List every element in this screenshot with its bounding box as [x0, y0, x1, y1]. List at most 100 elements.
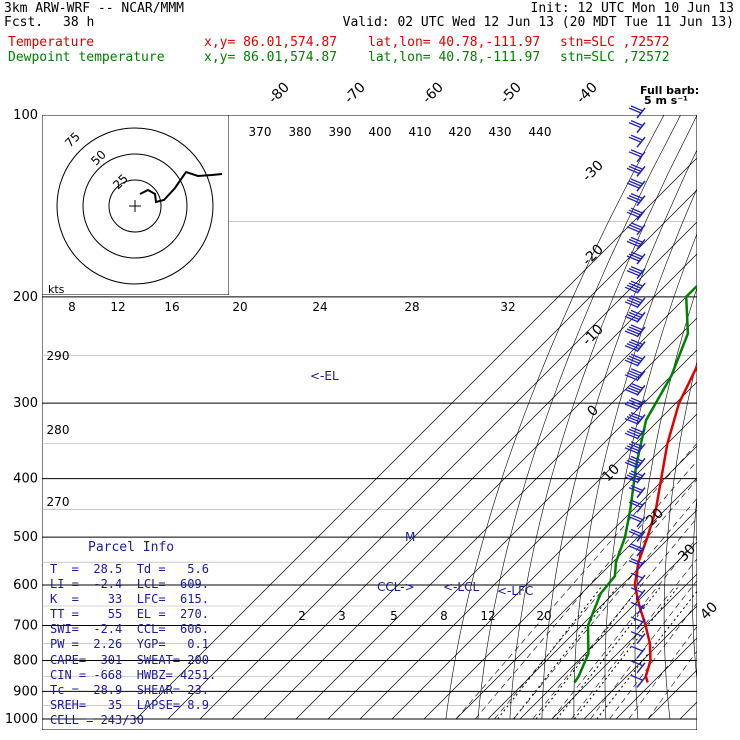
wind-barb-feather	[626, 343, 640, 350]
mixing-ratio-label: 3	[338, 609, 346, 623]
barb-legend-units: 5 m s⁻¹	[644, 94, 688, 107]
isotherm-line	[327, 349, 697, 720]
forecast-label: Fcst.	[4, 15, 44, 30]
wind-barb-feather	[628, 151, 642, 158]
parcel-info-row: LI = -2.4 LCL= 609.	[50, 577, 209, 592]
isotherm-label: 0	[584, 402, 602, 420]
moist-adiabat	[494, 478, 697, 720]
wind-barb-feather	[630, 557, 644, 565]
wind-barb-feather	[626, 240, 640, 247]
wind-barb-feather	[628, 209, 642, 216]
wind-barb-feather	[630, 572, 644, 579]
dry-adiabat	[604, 232, 697, 720]
wind-barb-feather	[628, 282, 642, 289]
theta-label: 440	[529, 125, 552, 139]
wind-barb-feather	[626, 357, 640, 364]
wind-barb-feather	[624, 403, 638, 410]
hodo-ring	[108, 179, 162, 233]
melting-level-label: M	[405, 530, 415, 544]
wind-barb-feather	[626, 430, 640, 437]
wind-barb-feather	[628, 180, 642, 187]
hodo-units: kts	[48, 283, 65, 296]
hodo-ring	[82, 153, 188, 259]
wind-barb-feather	[628, 428, 642, 435]
pressure-tick-label: 1000	[5, 712, 38, 727]
wind-barb-feather	[628, 399, 642, 406]
dry-adiabat	[509, 115, 697, 720]
wind-barb-feather	[628, 238, 642, 245]
wind-barb-feather	[628, 136, 642, 143]
isotherm-label: -20	[579, 241, 606, 268]
pressure-tick-label: 400	[13, 472, 38, 487]
wind-barb-feather	[628, 457, 642, 464]
wind-barb	[636, 676, 646, 688]
wind-barb	[636, 574, 646, 586]
wind-barb-feather	[630, 601, 644, 609]
isotherm-line	[519, 541, 697, 720]
moist-adiabat	[513, 497, 697, 720]
pressure-tick-label: 800	[13, 653, 38, 668]
dry-adiabat	[720, 115, 740, 719]
dry-adiabat	[692, 492, 697, 684]
hodo-speed-label: 20	[232, 300, 247, 314]
wind-barb-feather	[630, 105, 644, 112]
wind-barb-feather	[626, 386, 640, 393]
isotherm-label: -70	[341, 79, 368, 106]
mixing-ratio-label: 2	[298, 609, 306, 623]
wind-barb-feather	[626, 182, 640, 189]
wind-barb-feather	[630, 441, 644, 448]
wind-barb-feather	[628, 559, 642, 567]
mixing-ratio-label: 5	[390, 609, 398, 623]
isotherm-line	[487, 509, 697, 720]
hodo-speed-label: 8	[68, 300, 76, 314]
theta-label: 410	[409, 125, 432, 139]
forecast-hour: 38 h	[63, 15, 95, 30]
isotherm-label: -60	[419, 79, 446, 106]
mixing-ratio-line	[497, 584, 604, 720]
isotherm-line	[455, 477, 697, 720]
parcel-info-row: K = 33 LFC= 615.	[50, 592, 209, 607]
wind-barb-feather	[626, 197, 640, 204]
hodo-speed-label: 12	[110, 300, 125, 314]
wind-barb	[636, 633, 646, 645]
moist-adiabat	[628, 625, 697, 720]
wind-barb-feather	[628, 384, 642, 391]
theta-label: 380	[289, 125, 312, 139]
side-theta-label: 270	[47, 495, 70, 509]
hodo-speed-label: 32	[500, 300, 515, 314]
moist-adiabat	[570, 558, 697, 720]
wind-barb-feather	[630, 324, 644, 331]
barb-legend-title: Full barb:	[640, 84, 699, 97]
isotherm-label: -40	[573, 79, 600, 106]
theta-label: 400	[369, 125, 392, 139]
theta-label: 420	[449, 125, 472, 139]
parcel-info-row: CAPE= 301 SWEAT= 200	[50, 652, 209, 667]
wind-barb-feather	[630, 353, 644, 360]
wind-barb-feather	[630, 485, 644, 492]
mixing-ratio-line	[556, 584, 663, 720]
wind-barb-feather	[630, 587, 644, 594]
wind-barb-feather	[630, 499, 644, 506]
moist-adiabat	[474, 460, 697, 720]
wind-barb-feather	[624, 286, 638, 293]
isotherm-line	[423, 445, 697, 720]
wind-barb	[636, 662, 646, 674]
station-green: stn=SLC ,72572	[560, 50, 670, 65]
isotherm-line	[679, 701, 697, 720]
wind-barb-feather	[628, 341, 642, 348]
wind-barb	[636, 618, 646, 630]
wind-barb-feather	[628, 472, 642, 479]
theta-label: 370	[249, 125, 272, 139]
dry-adiabat	[445, 115, 665, 720]
isotherm-line	[583, 605, 697, 720]
wind-barb-feather	[628, 443, 642, 450]
wind-barb-feather	[628, 195, 642, 202]
wind-barb-feather	[626, 211, 640, 218]
wind-barb	[636, 647, 646, 659]
lcl-label: <-LCL	[443, 580, 479, 594]
wind-barb-feather	[626, 255, 640, 262]
wind-barb-feather	[630, 660, 644, 667]
wind-barb-feather	[628, 414, 642, 421]
isotherm-line	[135, 157, 697, 720]
parcel-info-row: CELL = 243/30	[50, 712, 144, 727]
